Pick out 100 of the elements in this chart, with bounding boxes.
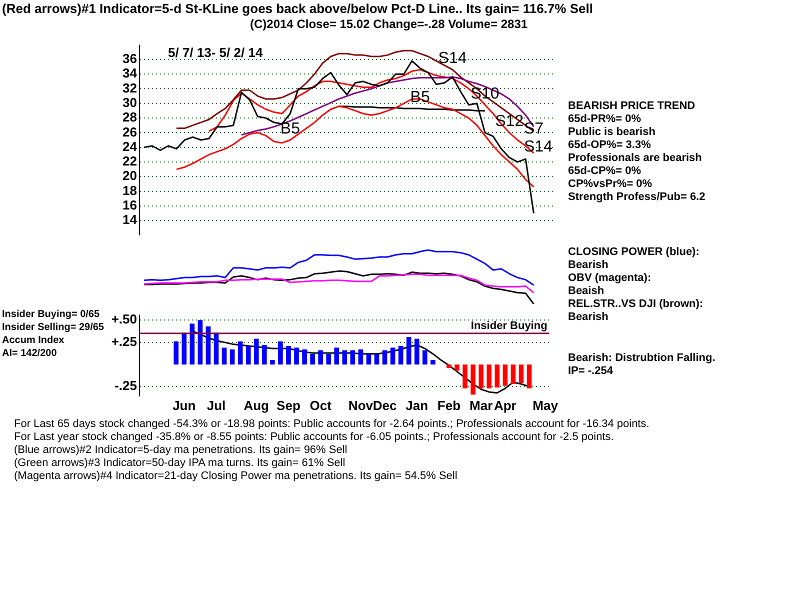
bar: [302, 349, 307, 364]
y-tick-label: 30: [122, 94, 137, 110]
ref-line-label: Insider Buying: [470, 320, 548, 332]
y-tick-label: -.25: [114, 378, 137, 394]
annotation: S14: [524, 138, 553, 156]
text: CLOSING POWER (blue):: [568, 246, 700, 259]
bar: [254, 338, 259, 364]
bar: [238, 341, 243, 364]
text: IP= -.254: [568, 365, 614, 378]
text: Bearish: [568, 311, 610, 324]
x-tick-label: Jan: [406, 398, 428, 413]
bar: [246, 346, 251, 364]
text: Bearish: [568, 259, 610, 272]
x-tick-label: Dec: [372, 398, 397, 413]
text: Public is bearish: [568, 126, 656, 139]
text: Bearish: Distrubtion Falling.: [568, 352, 716, 365]
y-tick-label: 34: [122, 66, 138, 81]
x-tick-label: Mar: [470, 398, 493, 413]
text: Beaish: [568, 285, 606, 298]
y-tick-label: 16: [122, 197, 137, 212]
x-tick-label: Nov: [348, 398, 374, 413]
y-tick-label: +.25: [111, 334, 137, 349]
chart-title: (Red arrows)#1 Indicator=5-d St-KLine goes back above/below Pct-D Line.. Its gain= 116.7% Sell: [2, 1, 593, 16]
x-tick-label: May: [532, 398, 559, 413]
x-tick-label: Oct: [310, 398, 332, 413]
bar: [358, 349, 364, 364]
y-tick-label: 36: [122, 51, 137, 66]
text: BEARISH PRICE TREND: [568, 100, 696, 113]
y-tick-label: 14: [122, 212, 138, 228]
bar: [478, 364, 484, 388]
x-tick-label: Sep: [276, 398, 300, 413]
bar: [494, 364, 500, 388]
chart-subtitle: (C)2014 Close= 15.02 Change=-.28 Volume= 2831: [250, 17, 528, 31]
text: 65d-OP%= 3.3%: [568, 139, 652, 152]
bar: [182, 332, 187, 364]
bar: [502, 364, 508, 386]
bar: [262, 344, 267, 364]
y-tick-label: 26: [122, 124, 137, 140]
x-tick-label: Feb: [437, 398, 461, 413]
bar: [342, 350, 348, 364]
text: CP%vsPr%= 0%: [568, 178, 654, 191]
text: Strength Profess/Pub= 6.2: [568, 191, 706, 204]
text: For Last year stock changed -35.8% or -8.55 points: Public accounts for -6.05 points.; Professionals account for -2.5 points.: [14, 431, 615, 444]
bar: [310, 354, 315, 364]
text: (Green arrows)#3 Indicator=50-day IPA ma turns. Its gain= 61% Sell: [14, 457, 346, 470]
y-tick-label: 20: [122, 168, 137, 184]
bar: [230, 349, 235, 364]
text: (Blue arrows)#2 Indicator=5-day ma penetrations. Its gain= 96% Sell: [14, 444, 348, 457]
x-tick-label: Jun: [172, 398, 196, 413]
bar: [398, 346, 404, 364]
bar: [390, 348, 396, 364]
x-tick-label: Aug: [244, 398, 270, 413]
y-tick-label: 32: [122, 80, 137, 96]
annotation: 5/ 7/ 13- 5/ 2/ 14: [168, 44, 264, 60]
text: 65d-PR%= 0%: [568, 113, 642, 126]
bar: [222, 348, 227, 364]
bar: [454, 364, 460, 371]
text: Insider Selling= 29/65: [2, 321, 104, 334]
y-tick-label: 28: [122, 110, 137, 125]
bar: [174, 341, 179, 364]
text: (Magenta arrows)#4 Indicator=21-day Closing Power ma penetrations. Its gain= 54.5% Sell: [14, 470, 458, 483]
bar: [198, 320, 203, 364]
text: For Last 65 days stock changed -54.3% or -18.98 points: Public accounts for -2.64 points.; Professionals account for -16.34 points.: [14, 418, 650, 431]
bar: [382, 350, 388, 364]
annotation: B5: [280, 120, 300, 138]
bar: [270, 360, 275, 364]
bar: [286, 346, 291, 364]
text: Insider Buying= 0/65: [2, 308, 101, 321]
bar: [366, 354, 372, 364]
annotation: S14: [438, 50, 467, 68]
bar: [486, 364, 492, 388]
y-tick-label: +.50: [111, 312, 137, 327]
bar: [422, 350, 428, 364]
bar: [462, 364, 468, 388]
bar: [518, 364, 524, 384]
bar: [510, 364, 516, 384]
bar: [446, 364, 452, 368]
bar: [190, 324, 195, 364]
bar: [374, 354, 380, 364]
bar: [406, 336, 412, 364]
text: Professionals are bearish: [568, 152, 703, 165]
text: OBV (magenta):: [568, 272, 652, 285]
x-tick-label: Jul: [206, 398, 226, 413]
text: AI= 142/200: [2, 347, 58, 360]
text: 65d-CP%= 0%: [568, 165, 642, 178]
bar: [294, 348, 299, 364]
y-axis-title: Accum Index: [2, 334, 66, 347]
y-tick-label: 22: [122, 154, 137, 169]
bar: [430, 360, 436, 364]
bar: [350, 350, 356, 364]
bar: [326, 354, 332, 364]
bar: [318, 350, 323, 364]
text: REL.STR..VS DJI (brown):: [568, 298, 704, 311]
bar: [278, 341, 283, 364]
bar: [414, 338, 420, 364]
y-tick-label: 18: [122, 182, 137, 198]
bar: [334, 348, 340, 364]
x-tick-label: Apr: [494, 398, 516, 413]
bar: [470, 364, 476, 395]
bar: [526, 364, 532, 388]
